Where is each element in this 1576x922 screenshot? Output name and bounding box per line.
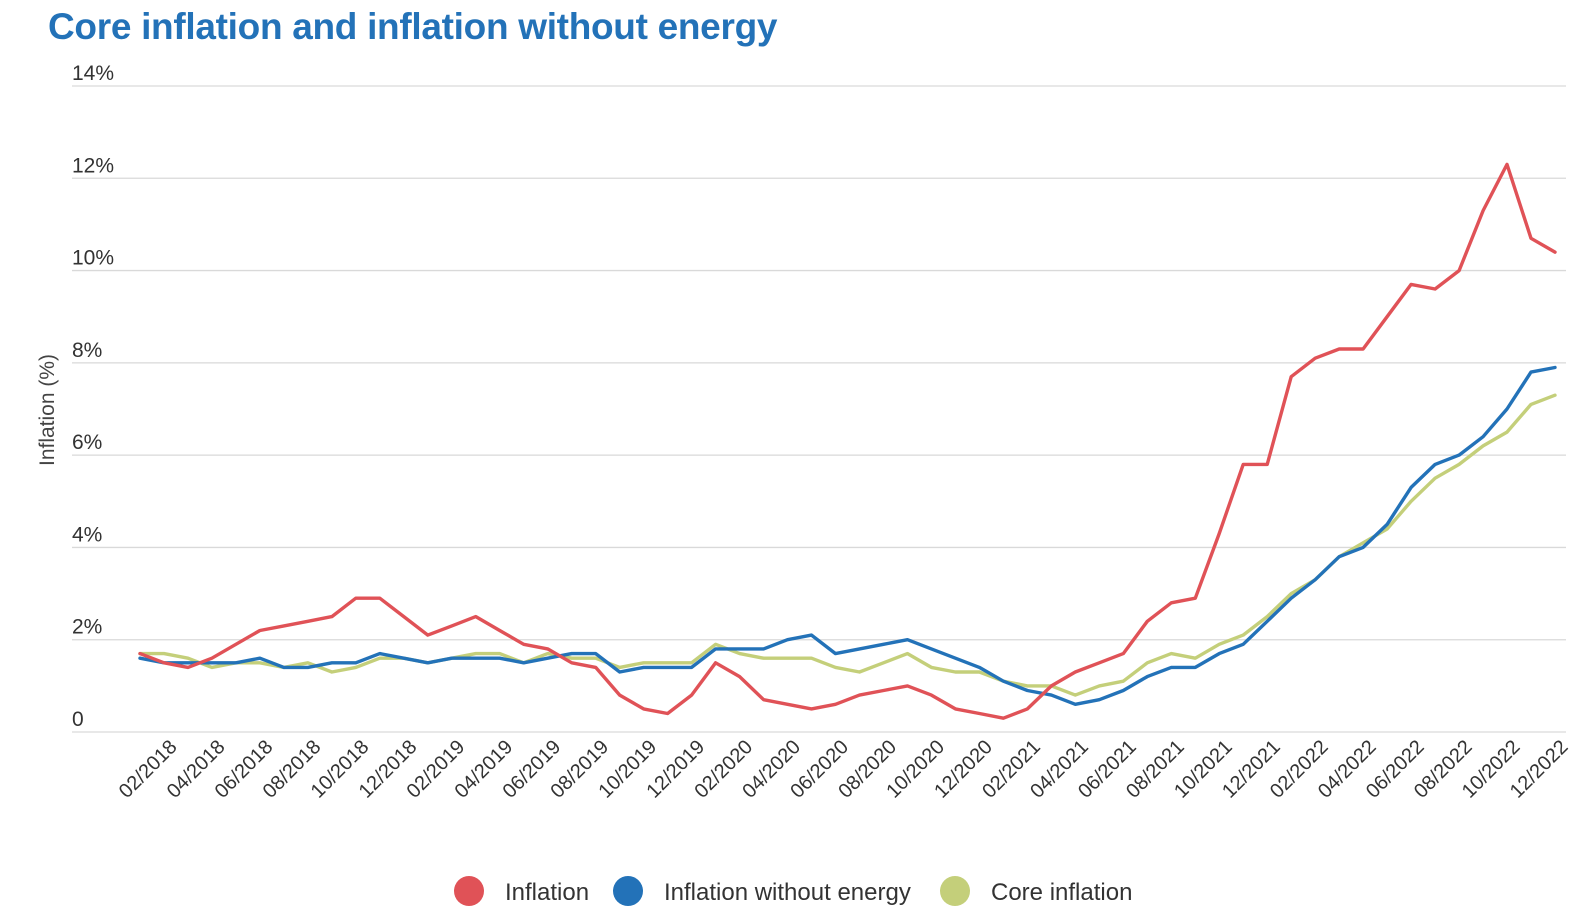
y-tick-label: 8% — [72, 339, 102, 362]
grid — [72, 85, 1566, 733]
x-axis-ticks: 02/201804/201806/201808/201810/201812/20… — [115, 736, 1573, 803]
chart-title: Core inflation and inflation without ene… — [48, 6, 778, 47]
legend: Inflation Inflation without energy Core in… — [454, 876, 1132, 906]
y-tick-label: 0 — [72, 708, 84, 731]
y-tick-label: 10% — [72, 247, 114, 270]
legend-label-inflation-without-energy: Inflation without energy — [664, 879, 911, 906]
legend-marker-inflation-without-energy — [613, 876, 643, 906]
series-lines — [138, 162, 1557, 720]
legend-label-core-inflation: Core inflation — [991, 879, 1132, 906]
legend-marker-inflation — [454, 876, 484, 906]
y-tick-label: 4% — [72, 523, 102, 546]
series-line-inflation — [138, 162, 1557, 720]
y-tick-label: 6% — [72, 431, 102, 454]
y-axis-ticks: 0 2% 4% 6% 8% 10% 12% 14% — [72, 62, 114, 731]
y-tick-label: 14% — [72, 62, 114, 85]
y-axis-label: Inflation (%) — [36, 354, 59, 466]
y-tick-label: 12% — [72, 154, 114, 177]
legend-marker-core-inflation — [940, 876, 970, 906]
y-tick-label: 2% — [72, 616, 102, 639]
series-line-inflation-without-energy — [138, 365, 1557, 706]
legend-label-inflation: Inflation — [505, 879, 589, 906]
